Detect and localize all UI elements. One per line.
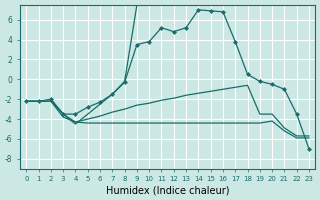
X-axis label: Humidex (Indice chaleur): Humidex (Indice chaleur): [106, 185, 229, 195]
